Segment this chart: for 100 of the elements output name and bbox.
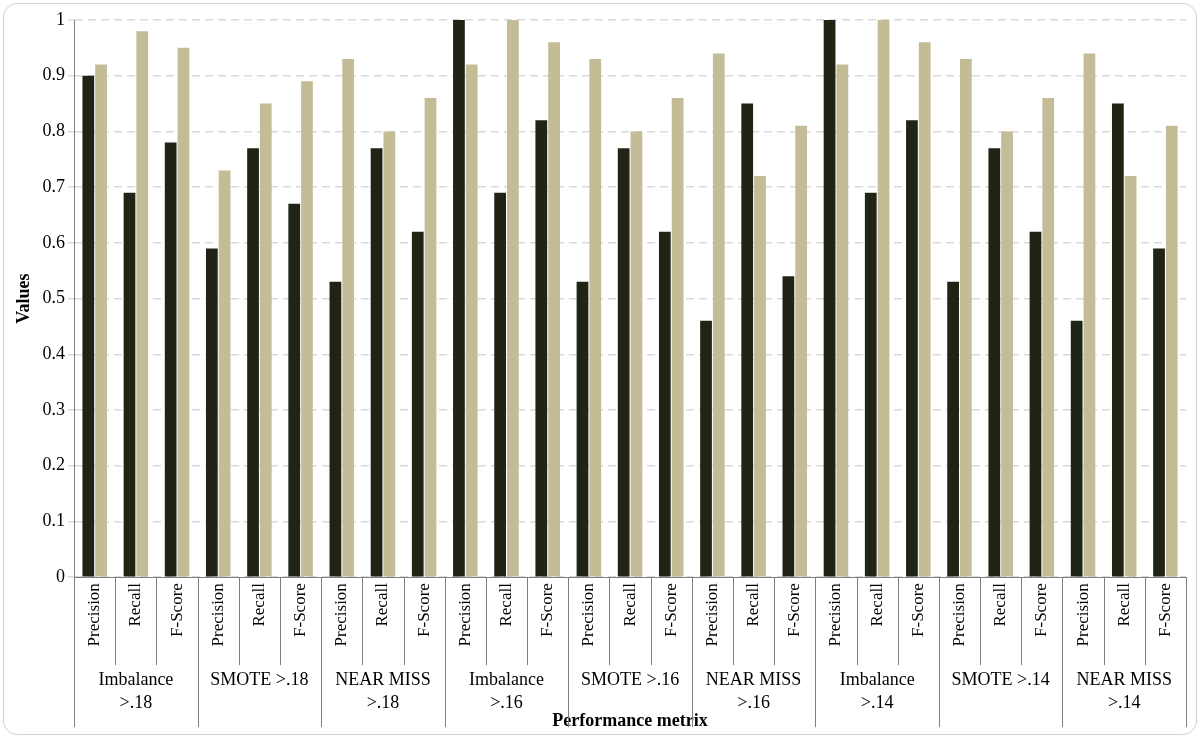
bar	[947, 281, 959, 577]
bar	[1001, 131, 1013, 577]
bar	[247, 148, 259, 577]
x-tick-label: F-Score	[1154, 583, 1174, 637]
y-tick-label: 0.6	[42, 231, 66, 252]
x-tick-label: Recall	[372, 582, 392, 627]
bar	[1124, 176, 1137, 577]
bar	[918, 42, 931, 577]
x-axis-title: Performance metrix	[552, 709, 708, 730]
bar	[589, 59, 602, 577]
y-tick-label: 0	[56, 565, 66, 586]
bar	[177, 47, 190, 577]
x-tick-label: Recall	[248, 582, 268, 627]
text: Imbalance >.18	[98, 668, 174, 712]
bar	[329, 281, 342, 577]
bar	[1042, 98, 1055, 577]
x-tick-label: Recall	[1113, 582, 1133, 627]
bar	[576, 281, 589, 577]
x-tick-label: Precision	[84, 582, 104, 647]
bar	[617, 148, 630, 577]
x-tick-label: Precision	[331, 582, 351, 647]
bar	[1070, 320, 1083, 577]
text: SMOTE >.14	[951, 668, 1050, 689]
bar	[988, 148, 1001, 577]
bar	[712, 53, 725, 577]
x-tick-label: F-Score	[413, 583, 433, 637]
x-tick-label: F-Score	[784, 583, 804, 637]
bar	[494, 192, 506, 577]
bar	[535, 120, 548, 577]
x-tick-label: F-Score	[290, 583, 310, 637]
bar	[754, 176, 766, 577]
bar	[288, 203, 301, 577]
x-tick-label: F-Score	[1031, 583, 1051, 637]
bar	[136, 31, 149, 577]
text: NEAR MISS >.16	[705, 668, 802, 712]
bar	[259, 103, 272, 577]
x-tick-label: Recall	[743, 582, 763, 627]
y-tick-label: 0.5	[42, 287, 66, 308]
bar	[342, 59, 355, 577]
bar	[123, 192, 136, 577]
text: NEAR MISS >.18	[335, 668, 431, 712]
bar	[1111, 103, 1124, 577]
bar	[453, 20, 465, 577]
y-tick-label: 0.4	[42, 343, 66, 364]
x-tick-label: Precision	[1072, 582, 1092, 647]
bar	[671, 98, 684, 577]
x-tick-label: F-Score	[907, 583, 927, 637]
y-tick-label: 0.8	[42, 120, 66, 141]
bar	[741, 103, 754, 577]
x-tick-label: F-Score	[660, 583, 680, 637]
y-tick-label: 0.7	[42, 175, 66, 196]
bar	[164, 142, 177, 577]
bar	[836, 64, 849, 577]
y-tick-label: 0.2	[42, 454, 66, 475]
bar	[795, 125, 808, 577]
bar	[218, 170, 231, 577]
x-tick-label: Precision	[454, 582, 474, 647]
bar	[82, 75, 95, 577]
y-tick-label: 0.3	[42, 398, 66, 419]
bar	[507, 20, 519, 577]
bar	[548, 42, 560, 577]
x-tick-label: Recall	[495, 582, 515, 627]
text: Imbalance >.14	[839, 668, 915, 712]
text: SMOTE >.16	[580, 668, 680, 689]
text: NEAR MISS >.14	[1076, 668, 1172, 712]
bar	[906, 120, 918, 577]
bar	[1153, 248, 1165, 577]
bar	[700, 320, 712, 577]
bar	[782, 276, 795, 577]
bar	[960, 59, 972, 577]
y-tick-label: 0.9	[42, 64, 66, 85]
bar	[301, 81, 313, 577]
bar	[424, 98, 437, 577]
y-tick-label: 1	[56, 8, 66, 29]
x-tick-label: Recall	[990, 582, 1010, 627]
bar	[370, 148, 383, 577]
text: SMOTE >.18	[210, 668, 309, 689]
x-tick-label: Precision	[948, 582, 968, 647]
bar	[630, 131, 643, 577]
bar	[1165, 125, 1178, 577]
bar	[205, 248, 218, 577]
x-tick-label: Precision	[207, 582, 227, 647]
x-tick-label: Recall	[619, 582, 639, 627]
bar	[95, 64, 107, 577]
y-axis-title: Values	[13, 273, 34, 324]
bar	[864, 192, 877, 577]
bar	[411, 231, 424, 577]
bar	[823, 20, 836, 577]
x-tick-label: F-Score	[537, 583, 557, 637]
x-tick-label: Recall	[125, 582, 145, 627]
x-tick-label: F-Score	[166, 583, 186, 637]
bar	[658, 231, 671, 577]
x-tick-label: Precision	[578, 582, 598, 647]
bar	[877, 20, 890, 577]
bar	[1083, 53, 1096, 577]
x-tick-label: Recall	[866, 582, 886, 627]
bar	[1029, 231, 1042, 577]
x-tick-label: Precision	[701, 582, 721, 647]
bar	[383, 131, 396, 577]
text: Imbalance >.16	[469, 668, 544, 712]
